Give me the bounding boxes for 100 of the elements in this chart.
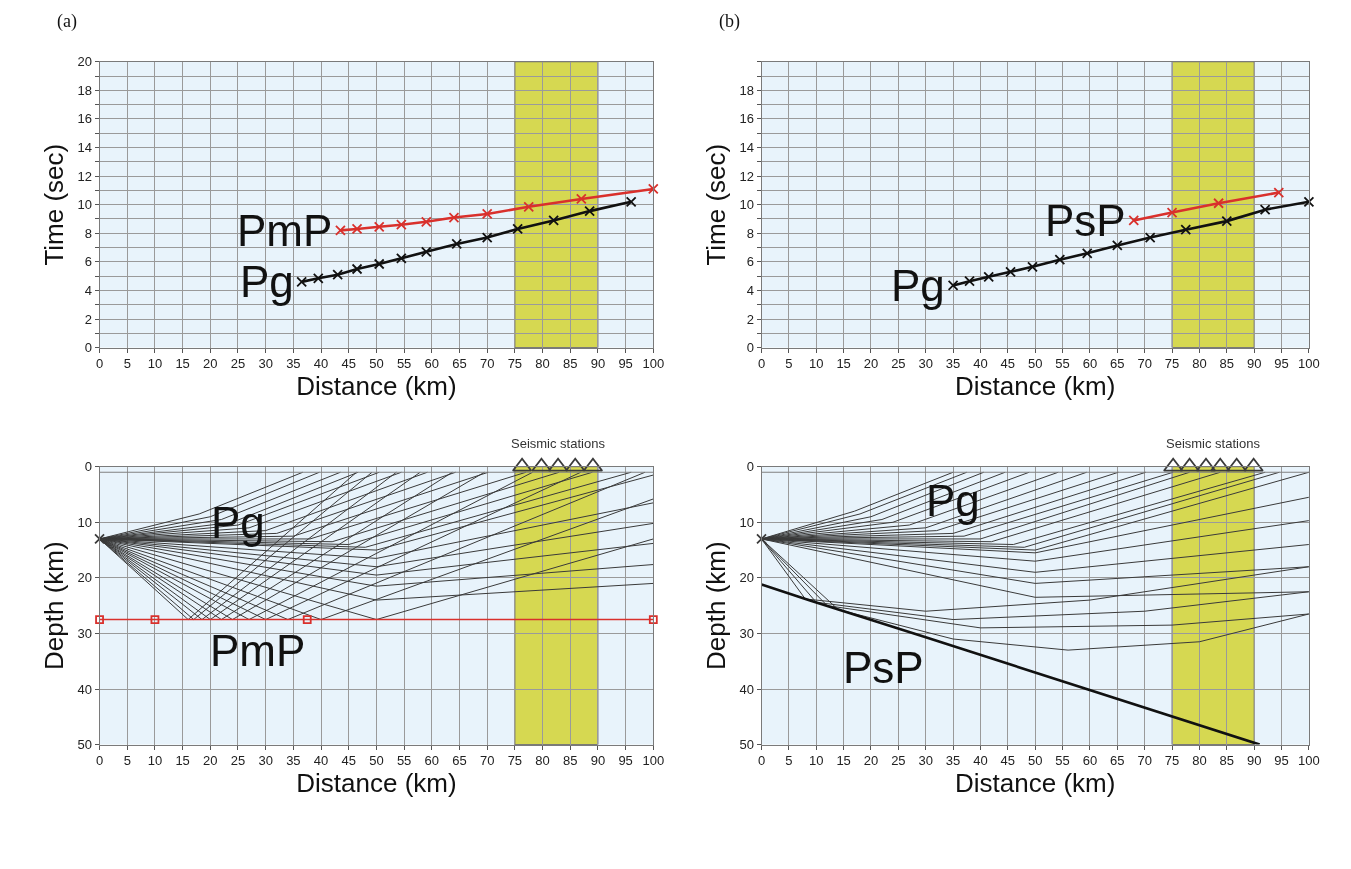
x-tick-label: 15 (836, 753, 851, 769)
x-tick-label: 65 (1110, 356, 1125, 372)
series-label: PsP (1045, 196, 1126, 245)
x-tick-label: 20 (863, 753, 879, 769)
y-tick-label: 6 (84, 254, 92, 270)
y-tick-label: 16 (77, 111, 92, 127)
x-tick-label: 20 (203, 753, 218, 769)
x-tick-label: 95 (618, 753, 633, 769)
x-axis-title: Distance (km) (296, 371, 457, 402)
x-tick-label: 10 (147, 356, 163, 372)
x-tick-label: 100 (1298, 356, 1320, 372)
y-tick-label: 14 (77, 140, 92, 156)
x-tick-label: 80 (535, 356, 550, 372)
x-tick-label: 45 (341, 753, 356, 769)
y-tick-label: 20 (739, 570, 754, 586)
x-tick-label: 75 (1164, 356, 1180, 372)
x-tick-label: 100 (642, 356, 665, 372)
y-tick-label: 2 (746, 311, 754, 327)
x-tick-label: 25 (230, 356, 246, 372)
x-tick-label: 35 (945, 753, 961, 769)
x-tick-label: 75 (507, 753, 523, 769)
x-tick-label: 30 (918, 753, 933, 769)
y-tick-label: 12 (77, 168, 92, 184)
x-tick-label: 95 (1274, 753, 1289, 769)
x-tick-label: 90 (590, 356, 606, 372)
x-tick-label: 80 (535, 753, 550, 769)
x-tick-label: 30 (258, 356, 273, 372)
y-tick-label: 0 (84, 340, 92, 356)
x-tick-label: 35 (286, 753, 301, 769)
y-tick-label: 4 (746, 282, 754, 298)
x-tick-label: 75 (507, 356, 523, 372)
x-tick-label: 20 (203, 356, 218, 372)
x-tick-label: 80 (1192, 753, 1207, 769)
x-tick-label: 90 (590, 753, 606, 769)
y-tick-label: 6 (746, 254, 754, 270)
x-tick-label: 85 (563, 356, 578, 372)
y-tick-label: 10 (739, 514, 754, 530)
x-tick-label: 40 (973, 356, 988, 372)
y-tick-label: 0 (746, 340, 754, 356)
text: (a) (57, 11, 77, 32)
x-tick-label: 15 (836, 356, 851, 372)
x-axis-title: Distance (km) (296, 768, 457, 799)
x-tick-label: 85 (1219, 753, 1235, 769)
y-tick-label: 2 (84, 311, 92, 327)
x-tick-label: 0 (95, 356, 104, 372)
y-axis-title: Time (sec) (38, 143, 69, 266)
x-tick-label: 35 (945, 356, 961, 372)
y-tick-label: 20 (77, 570, 92, 586)
series-label: Seismic stations (511, 436, 606, 451)
x-tick-label: 60 (424, 753, 440, 769)
x-tick-label: 75 (1164, 753, 1180, 769)
x-tick-label: 10 (809, 753, 824, 769)
y-tick-label: 14 (739, 140, 754, 156)
x-tick-label: 15 (175, 753, 190, 769)
x-tick-label: 35 (286, 356, 301, 372)
x-tick-label: 65 (452, 753, 467, 769)
x-tick-label: 45 (1000, 356, 1016, 372)
y-tick-label: 10 (77, 197, 92, 213)
x-tick-label: 55 (1055, 753, 1070, 769)
x-tick-label: 90 (1246, 356, 1262, 372)
y-tick-label: 18 (739, 82, 754, 98)
y-tick-label: 10 (739, 197, 754, 213)
x-tick-label: 25 (230, 753, 246, 769)
x-tick-label: 90 (1246, 753, 1262, 769)
x-tick-label: 0 (757, 356, 766, 372)
y-tick-label: 0 (84, 459, 92, 475)
y-tick-label: 12 (739, 168, 754, 184)
x-tick-label: 60 (1082, 753, 1098, 769)
x-tick-label: 70 (479, 753, 495, 769)
x-tick-label: 10 (809, 356, 824, 372)
series-label: Seismic stations (1166, 436, 1261, 451)
text: (b) (719, 11, 740, 32)
x-tick-label: 10 (147, 753, 163, 769)
y-tick-label: 8 (84, 225, 92, 241)
x-tick-label: 40 (313, 356, 329, 372)
x-tick-label: 85 (1219, 356, 1235, 372)
x-tick-label: 0 (757, 753, 766, 769)
x-tick-label: 65 (452, 356, 467, 372)
y-axis-title: Time (sec) (700, 143, 731, 266)
x-tick-label: 40 (973, 753, 988, 769)
y-axis-title: Depth (km) (38, 541, 69, 670)
x-tick-label: 100 (642, 753, 665, 769)
y-tick-label: 30 (739, 625, 754, 641)
x-tick-label: 100 (1298, 753, 1320, 769)
y-tick-label: 16 (739, 111, 754, 127)
x-tick-label: 55 (396, 356, 412, 372)
y-tick-label: 8 (746, 225, 754, 241)
x-tick-label: 55 (1055, 356, 1070, 372)
x-tick-label: 80 (1192, 356, 1207, 372)
x-tick-label: 25 (891, 356, 906, 372)
series-label: Pg (891, 261, 945, 310)
series-label: PmP (210, 626, 306, 675)
x-tick-label: 70 (1137, 753, 1152, 769)
y-tick-label: 10 (77, 514, 92, 530)
x-axis-title: Distance (km) (955, 768, 1116, 799)
x-tick-label: 20 (863, 356, 879, 372)
y-tick-label: 40 (739, 681, 754, 697)
y-tick-label: 18 (77, 82, 92, 98)
x-tick-label: 55 (396, 753, 412, 769)
x-tick-label: 5 (123, 753, 131, 769)
